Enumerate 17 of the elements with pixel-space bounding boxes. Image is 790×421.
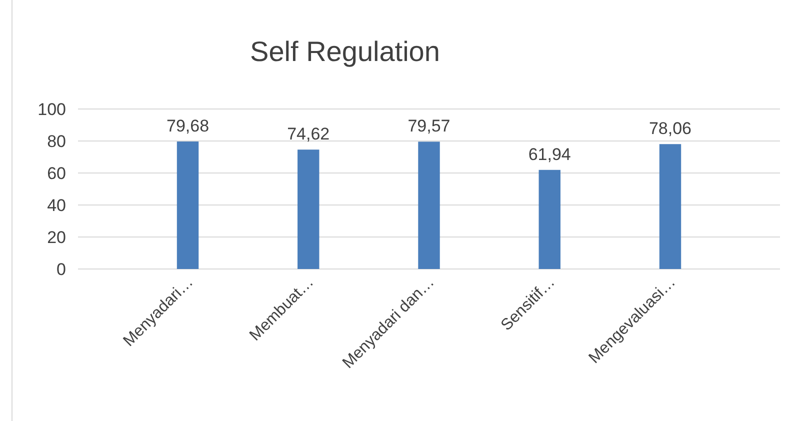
bar	[298, 150, 320, 269]
y-tick-label: 60	[47, 164, 66, 183]
y-tick-label: 40	[47, 196, 66, 215]
y-tick-label: 0	[56, 260, 66, 279]
data-label: 79,57	[408, 116, 450, 136]
y-tick-label: 80	[47, 132, 66, 151]
bar	[538, 170, 560, 269]
chart-title: Self Regulation	[250, 36, 440, 67]
y-tick-label: 100	[38, 100, 66, 119]
bar	[176, 142, 199, 269]
data-label: 74,62	[287, 124, 330, 144]
data-label: 78,06	[648, 119, 692, 138]
bar	[659, 144, 682, 269]
bar	[418, 142, 440, 269]
y-tick-label: 20	[47, 228, 66, 247]
data-label: 61,94	[528, 144, 571, 164]
data-label: 79,68	[166, 116, 210, 136]
